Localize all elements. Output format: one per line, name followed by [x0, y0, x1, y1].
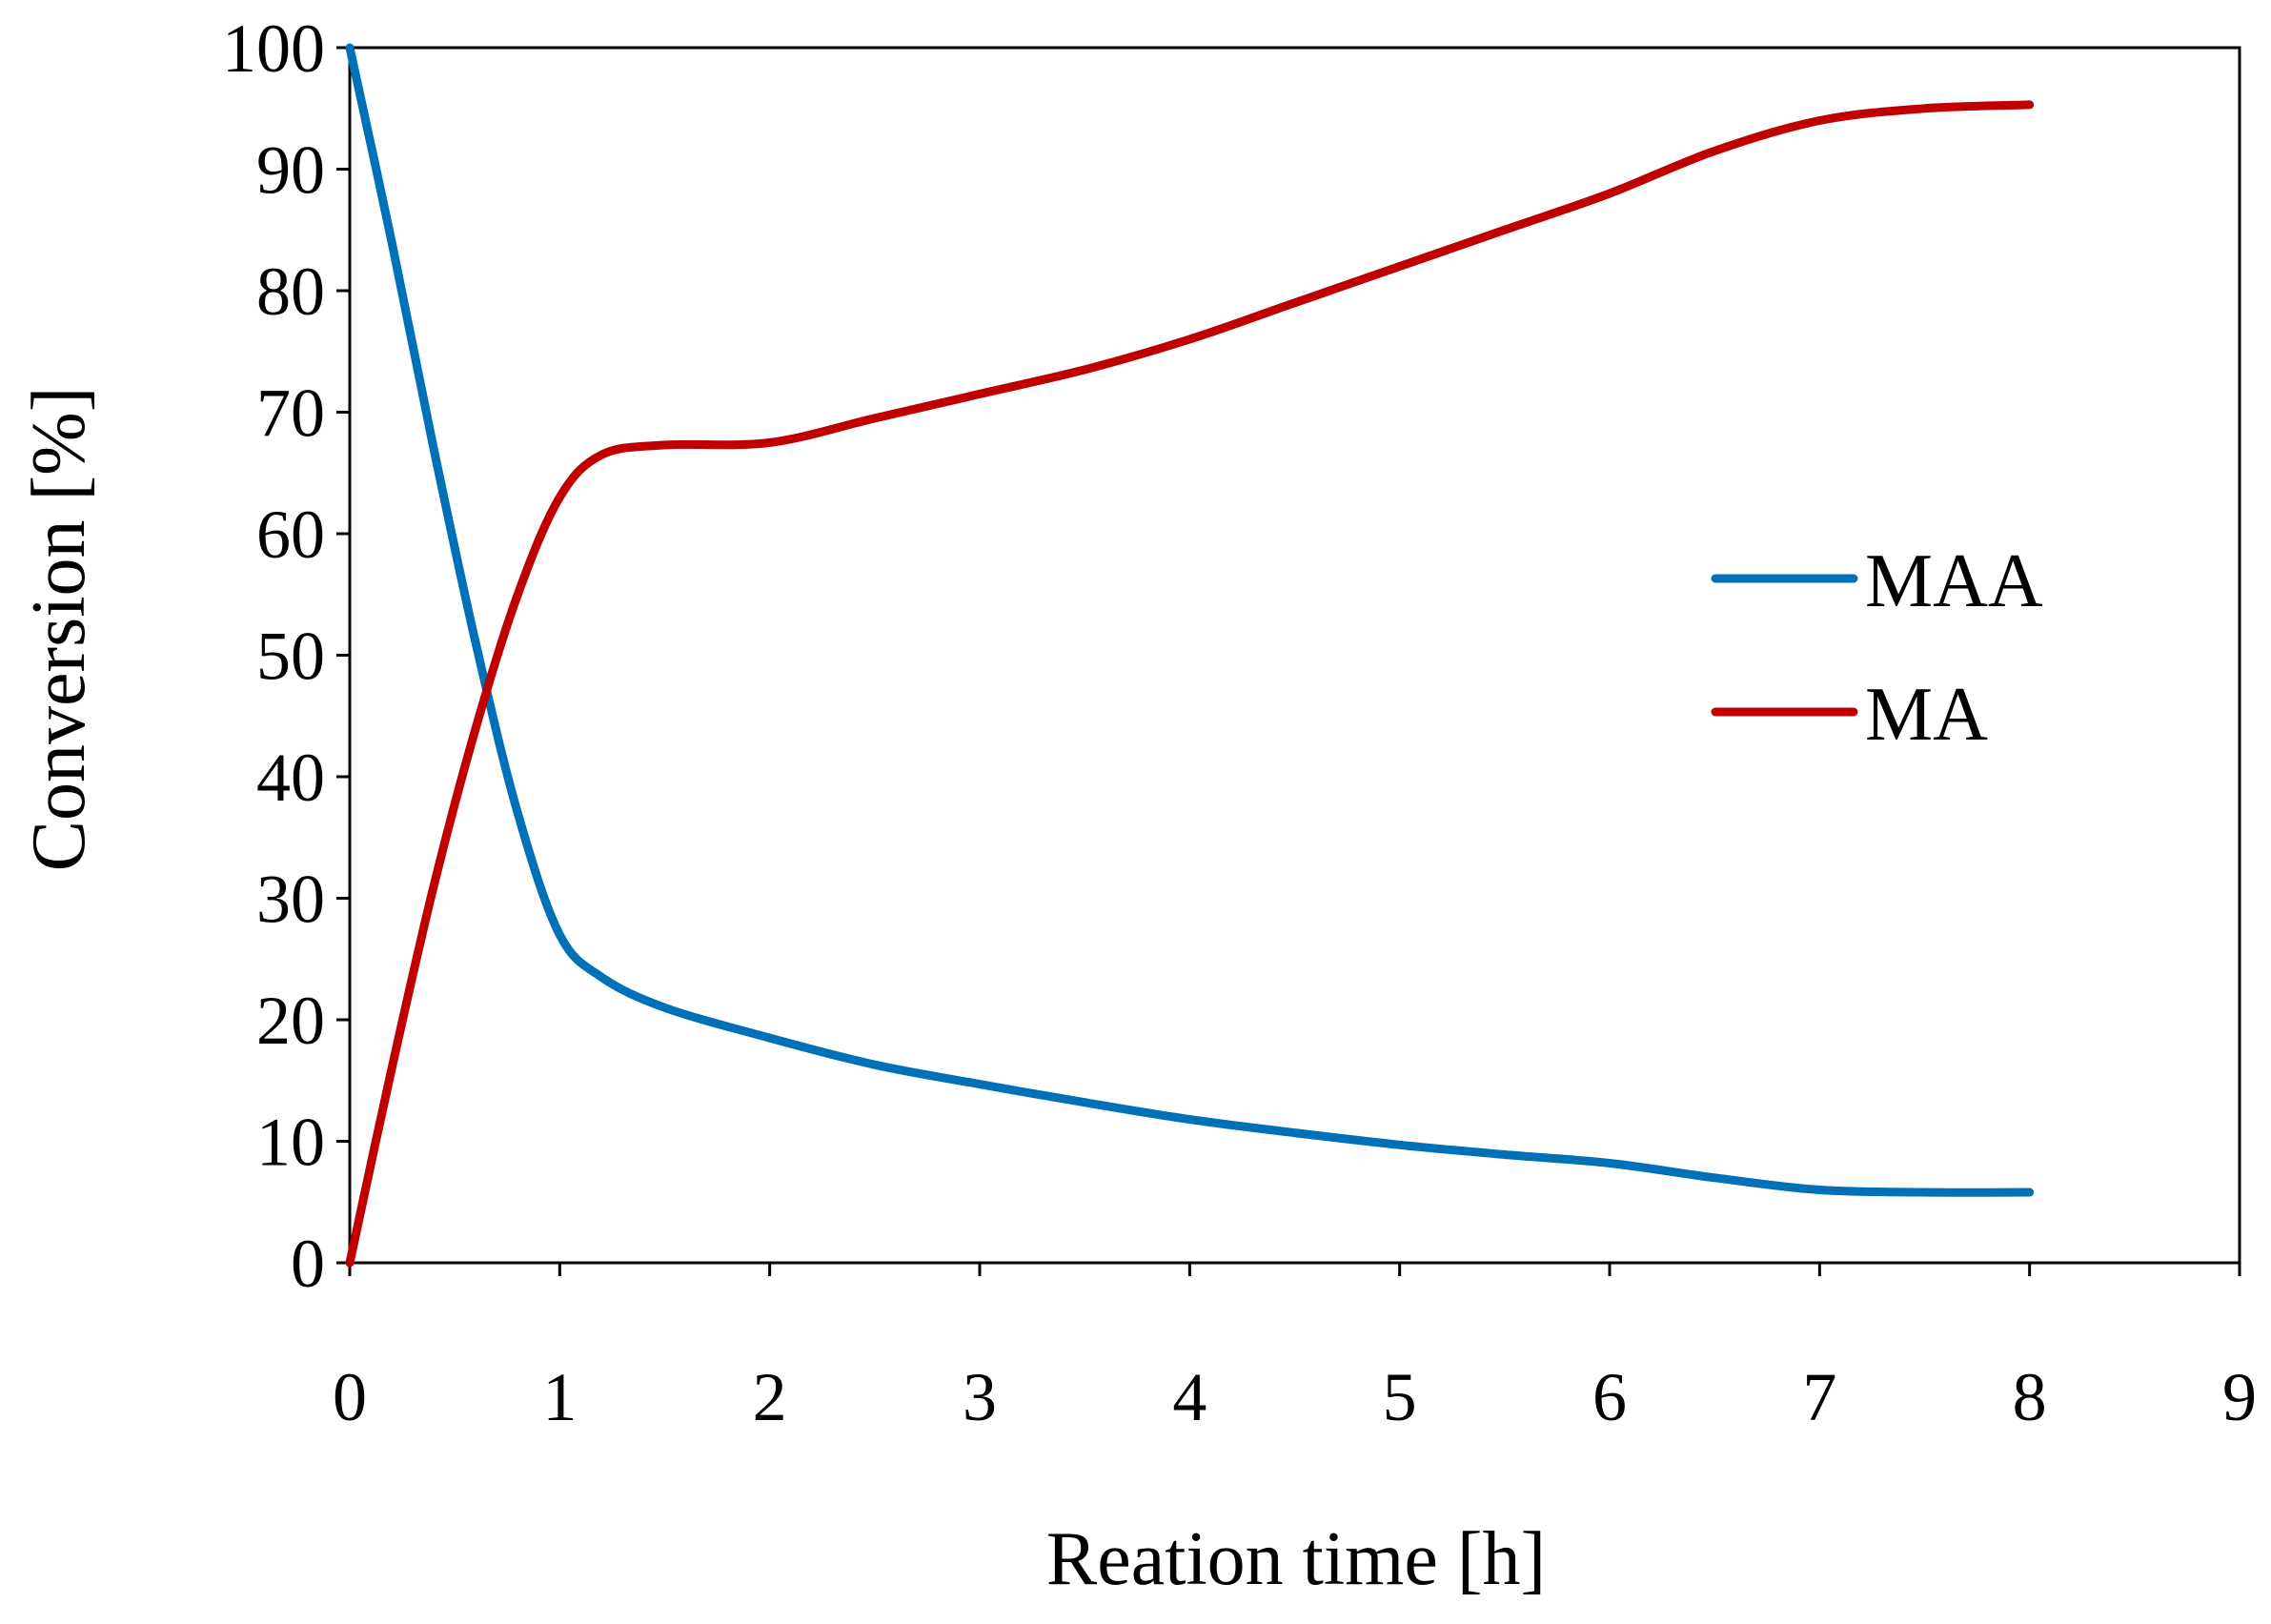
- series-line-ma: [345, 100, 2035, 1268]
- y-tick-label: 30: [256, 862, 325, 938]
- y-tick-label: 40: [256, 740, 325, 816]
- y-tick-label: 80: [256, 254, 325, 330]
- y-tick-label: 90: [256, 132, 325, 209]
- x-tick-label: 7: [1802, 1359, 1836, 1435]
- y-axis-title: Conversion [%]: [17, 387, 101, 872]
- x-axis-title: Reation time [h]: [1046, 1517, 1546, 1601]
- y-tick-label: 20: [256, 983, 325, 1059]
- x-tick-label: 9: [2222, 1359, 2257, 1435]
- x-tick-label: 6: [1592, 1359, 1627, 1435]
- x-tick-label: 4: [1172, 1359, 1206, 1435]
- y-tick-label: 70: [256, 376, 325, 452]
- y-tick-label: 10: [256, 1105, 325, 1181]
- legend-label-ma: MA: [1865, 673, 1988, 757]
- series-layer: [345, 43, 2035, 1268]
- x-tick-label: 3: [963, 1359, 997, 1435]
- series-line-maa: [345, 43, 2035, 1197]
- x-axis: 0 1 2 3 4 5 6 7 8 9: [333, 1263, 2257, 1435]
- y-axis: 0 10 20 30 40 50 60 70 80 90 100: [222, 10, 350, 1302]
- x-tick-label: 8: [2013, 1359, 2047, 1435]
- legend: MAA MA: [1711, 539, 2043, 757]
- legend-label-maa: MAA: [1865, 539, 2043, 623]
- x-tick-label: 1: [542, 1359, 577, 1435]
- y-tick-label: 0: [291, 1226, 325, 1302]
- y-tick-label: 60: [256, 497, 325, 573]
- y-tick-label: 100: [222, 10, 325, 87]
- x-tick-label: 0: [333, 1359, 367, 1435]
- y-tick-label: 50: [256, 619, 325, 695]
- x-tick-label: 2: [753, 1359, 787, 1435]
- x-tick-label: 5: [1383, 1359, 1417, 1435]
